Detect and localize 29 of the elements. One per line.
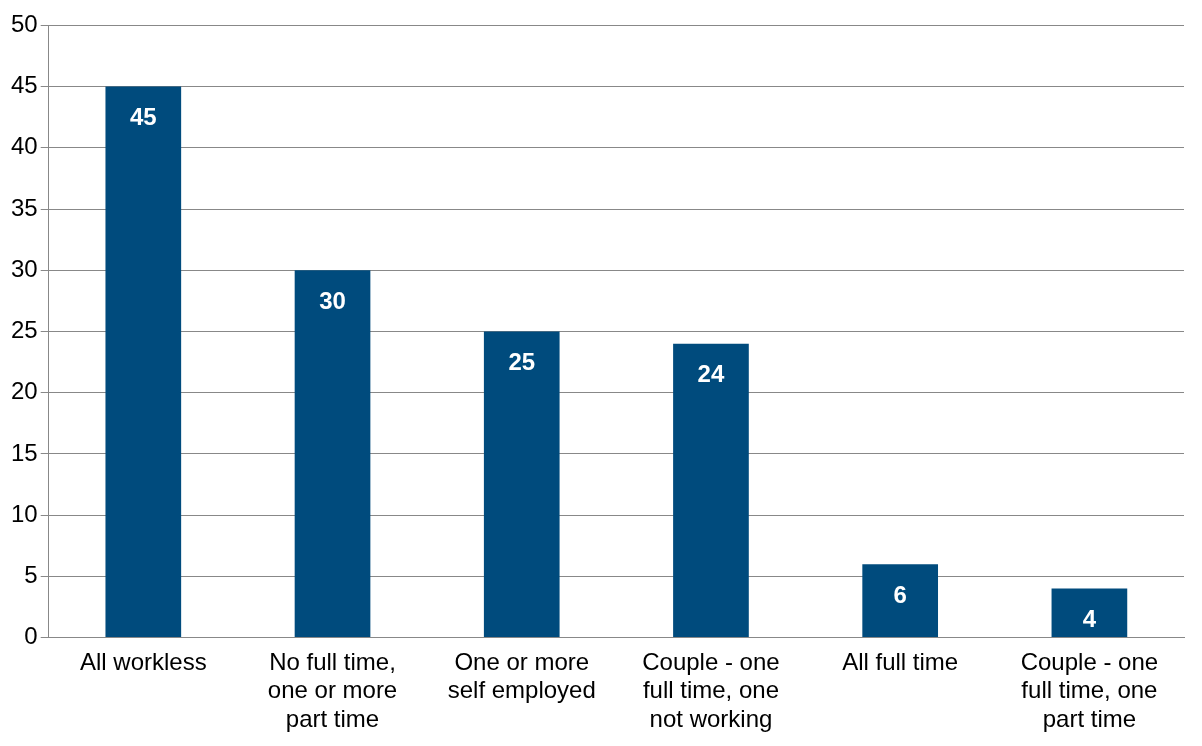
bar xyxy=(105,86,182,638)
data-label: 4 xyxy=(1082,605,1097,633)
data-label: 25 xyxy=(508,348,536,376)
data-label: 30 xyxy=(319,286,346,314)
y-tick-label: 10 xyxy=(10,499,38,527)
bar xyxy=(294,270,371,638)
data-label: 24 xyxy=(697,360,725,388)
x-tick-label: All workless xyxy=(79,647,207,675)
y-tick-label: 50 xyxy=(10,10,38,38)
y-tick-label: 15 xyxy=(10,438,38,466)
data-label: 6 xyxy=(893,580,907,608)
y-tick-label: 45 xyxy=(10,71,38,99)
bar xyxy=(673,343,749,638)
y-tick-label: 5 xyxy=(24,561,38,589)
y-tick-label: 40 xyxy=(10,132,38,160)
x-tick-label: Couple - one full time, one not working xyxy=(642,647,780,733)
bar xyxy=(483,331,560,638)
x-tick-label: Couple - one full time, one part time xyxy=(1020,647,1159,733)
x-tick-label: One or more self employed xyxy=(447,647,596,704)
x-tick-label: No full time, one or more part time xyxy=(267,647,398,733)
y-tick-label: 20 xyxy=(10,377,38,405)
bar xyxy=(1051,588,1128,638)
y-tick-label: 0 xyxy=(24,622,38,650)
x-tick-label: All full time xyxy=(842,647,959,675)
y-tick-label: 30 xyxy=(10,254,38,282)
y-tick-label: 35 xyxy=(10,193,38,221)
data-label: 45 xyxy=(129,103,157,131)
y-tick-label: 25 xyxy=(10,316,38,344)
bar xyxy=(862,564,939,638)
